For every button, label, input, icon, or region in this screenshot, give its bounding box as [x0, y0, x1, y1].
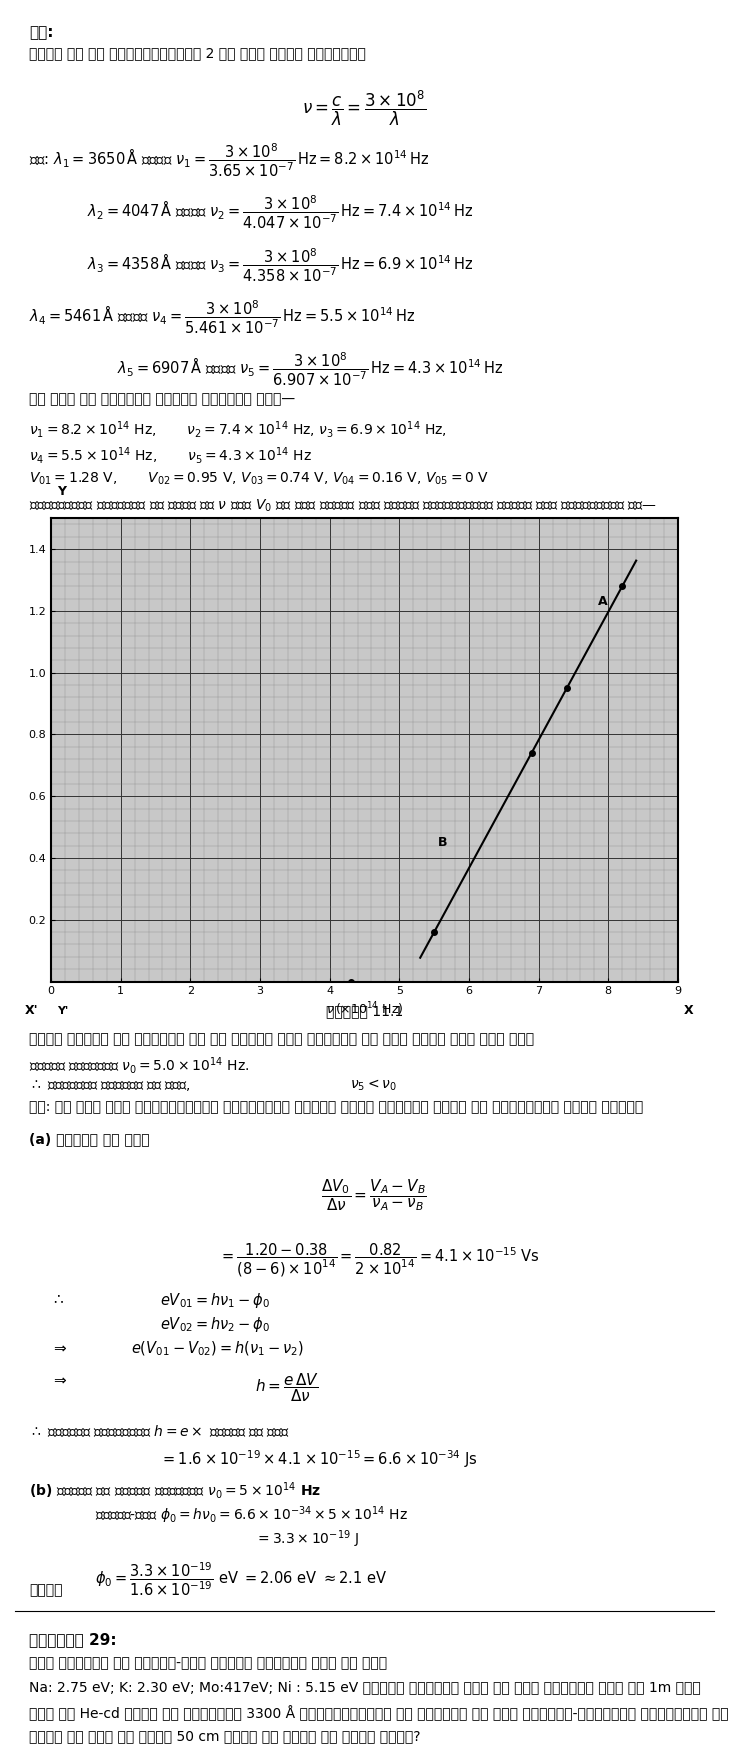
Text: (b) ग्राफ से देहली आवृत्ति $\nu_0 = 5 \times 10^{14}$ Hz: (b) ग्राफ से देहली आवृत्ति $\nu_0 = 5 \t… — [29, 1481, 321, 1502]
Text: $\therefore$ प्लांक निरंतांक $h = e \times$ ग्राफ का ढाल: $\therefore$ प्लांक निरंतांक $h = e \tim… — [29, 1425, 290, 1439]
Text: $\dfrac{\Delta V_0}{\Delta\nu} = \dfrac{V_A - V_B}{\nu_A - \nu_B}$: $\dfrac{\Delta V_0}{\Delta\nu} = \dfrac{… — [321, 1178, 426, 1213]
Text: $eV_{02} = h\nu_2 - \phi_0$: $eV_{02} = h\nu_2 - \phi_0$ — [160, 1316, 270, 1334]
Text: उक्त ग्राफ से स्पष्ट है कि प्रथम चार बिन्दु एक सरल रेखा में हैं तथा: उक्त ग्राफ से स्पष्ट है कि प्रथम चार बिन… — [29, 1033, 534, 1047]
Text: $h = \dfrac{e\,\Delta V}{\Delta\nu}$: $h = \dfrac{e\,\Delta V}{\Delta\nu}$ — [255, 1372, 319, 1404]
Text: $eV_{01} = h\nu_1 - \phi_0$: $eV_{01} = h\nu_1 - \phi_0$ — [160, 1292, 270, 1309]
Text: लेसर को सेल के निकट 50 cm दूरी पर रखने पर क्या होगा?: लेसर को सेल के निकट 50 cm दूरी पर रखने प… — [29, 1731, 421, 1745]
Text: $= 1.6 \times 10^{-19} \times 4.1 \times 10^{-15} = 6.6 \times 10^{-34}$ Js: $= 1.6 \times 10^{-19} \times 4.1 \times… — [160, 1449, 478, 1470]
Text: कुछ धातुओं के कार्य-फलन निम्न प्रकार दिए गए हैं: कुछ धातुओं के कार्य-फलन निम्न प्रकार दिए… — [29, 1657, 387, 1671]
Text: Y: Y — [58, 486, 66, 498]
Text: अत: इस दशा में इलेक्ट्रॉन उत्सर्जन रोकने हेतु निरोधी विभव की आवश्यकता नहीं होती।: अत: इस दशा में इलेक्ट्रॉन उत्सर्जन रोकने… — [29, 1101, 644, 1115]
Text: उपर्युक्त आँकड़ों के आधार पर $\nu$ तथा $V_0$ के बीच खींचा गया ग्राफ निम्नांकित च: उपर्युक्त आँकड़ों के आधार पर $\nu$ तथा $… — [29, 498, 657, 514]
Text: $\phi_0 = \dfrac{3.3 \times 10^{-19}}{1.6 \times 10^{-19}}$ eV $= 2.06$ eV $\app: $\phi_0 = \dfrac{3.3 \times 10^{-19}}{1.… — [95, 1561, 387, 1598]
Text: Na: 2.75 eV; K: 2.30 eV; Mo:417eV; Ni : 5.15 eV इनमें धातुओं में से कौन प्रकाश स: Na: 2.75 eV; K: 2.30 eV; Mo:417eV; Ni : … — [29, 1682, 701, 1696]
Text: अब दिए गए आँकड़े निम्न प्रकार हैं—: अब दिए गए आँकड़े निम्न प्रकार हैं— — [29, 393, 295, 407]
Text: अथवा: अथवा — [29, 1584, 63, 1598]
Text: $\lambda_3 = 4358\,\text{Å हेतु } \nu_3 = \dfrac{3 \times 10^8}{4.358 \times 10^: $\lambda_3 = 4358\,\text{Å हेतु } \nu_3 … — [87, 246, 474, 283]
Text: प्रश्न 29:: प्रश्न 29: — [29, 1633, 117, 1647]
Text: $\Rightarrow$: $\Rightarrow$ — [51, 1341, 68, 1355]
Text: देहली आवृत्ति $\nu_0 = 5.0 \times 10^{14}$ Hz.: देहली आवृत्ति $\nu_0 = 5.0 \times 10^{14… — [29, 1056, 249, 1077]
Text: B: B — [437, 836, 447, 848]
Text: कार्य-फलन $\phi_0 = h\nu_0 = 6.6 \times 10^{-34} \times 5 \times 10^{14}$ Hz: कार्य-फलन $\phi_0 = h\nu_0 = 6.6 \times … — [95, 1505, 408, 1526]
Text: किसी दी गई तरंगदैर्घ्य 2 के लिए संगत आवृत्ति: किसी दी गई तरंगदैर्घ्य 2 के लिए संगत आवृ… — [29, 45, 366, 61]
Text: $e(V_{01} - V_{02}) = h(\nu_1 - \nu_2)$: $e(V_{01} - V_{02}) = h(\nu_1 - \nu_2)$ — [131, 1341, 304, 1358]
Text: $\therefore$ पाँचवें बिन्दु के लिए,: $\therefore$ पाँचवें बिन्दु के लिए, — [29, 1079, 191, 1092]
Text: $\Rightarrow$: $\Rightarrow$ — [51, 1372, 68, 1386]
Text: (a) ग्राफ का ढाल: (a) ग्राफ का ढाल — [29, 1133, 149, 1147]
Text: $\therefore$: $\therefore$ — [51, 1292, 65, 1306]
Text: $= 3.3 \times 10^{-19}$ J: $= 3.3 \times 10^{-19}$ J — [255, 1530, 359, 1550]
Text: X': X' — [25, 1003, 39, 1017]
Text: X: X — [685, 1003, 694, 1017]
Text: $= \dfrac{1.20 - 0.38}{(8 - 6) \times 10^{14}} = \dfrac{0.82}{2 \times 10^{14}} : $= \dfrac{1.20 - 0.38}{(8 - 6) \times 10… — [219, 1243, 539, 1280]
Text: $\text{अत: } \lambda_1 = 3650\,\text{Å हेतु } \nu_1 = \dfrac{3 \times 10^8}{3.65: $\text{अत: } \lambda_1 = 3650\,\text{Å ह… — [29, 142, 429, 178]
Text: $\nu_5 < \nu_0$: $\nu_5 < \nu_0$ — [350, 1079, 397, 1092]
Text: Y': Y' — [58, 1005, 69, 1016]
Text: $\nu_4 = 5.5 \times 10^{14}$ Hz,       $\nu_5 = 4.3 \times 10^{14}$ Hz: $\nu_4 = 5.5 \times 10^{14}$ Hz, $\nu_5 … — [29, 446, 312, 467]
Text: $\nu_1 = 8.2 \times 10^{14}$ Hz,       $\nu_2 = 7.4 \times 10^{14}$ Hz, $\nu_3 =: $\nu_1 = 8.2 \times 10^{14}$ Hz, $\nu_2 … — [29, 420, 447, 440]
Text: $V_{01} = 1.28$ V,       $V_{02} = 0.95$ V, $V_{03} = 0.74$ V, $V_{04} = 0.16$ V: $V_{01} = 1.28$ V, $V_{02} = 0.95$ V, $V… — [29, 472, 489, 488]
Text: $\lambda_2 = 4047\,\text{Å हेतु } \nu_2 = \dfrac{3 \times 10^8}{4.047 \times 10^: $\lambda_2 = 4047\,\text{Å हेतु } \nu_2 … — [87, 194, 474, 231]
Text: A: A — [598, 594, 607, 608]
Text: $\lambda_5 = 6907\,\text{Å हेतु } \nu_5 = \dfrac{3 \times 10^8}{6.907 \times 10^: $\lambda_5 = 6907\,\text{Å हेतु } \nu_5 … — [117, 351, 503, 388]
Text: $\lambda_4 = 5461\,\text{Å हेतु } \nu_4 = \dfrac{3 \times 10^8}{5.461 \times 10^: $\lambda_4 = 5461\,\text{Å हेतु } \nu_4 … — [29, 299, 416, 336]
Text: हल:: हल: — [29, 24, 54, 40]
Text: चित्र 11.1: चित्र 11.1 — [326, 1005, 403, 1019]
X-axis label: $\nu\,(\times 10^{14}$ Hz): $\nu\,(\times 10^{14}$ Hz) — [326, 1000, 403, 1017]
Text: $\nu = \dfrac{c}{\lambda} = \dfrac{3 \times 10^8}{\lambda}$: $\nu = \dfrac{c}{\lambda} = \dfrac{3 \ti… — [303, 87, 426, 128]
Text: रखे गए He-cd लेसर से उत्पन्न 3300 Å तरंगदैर्घ्य के विकिरण के लिए प्रकाश-विद्युत : रखे गए He-cd लेसर से उत्पन्न 3300 Å तरंग… — [29, 1706, 729, 1722]
